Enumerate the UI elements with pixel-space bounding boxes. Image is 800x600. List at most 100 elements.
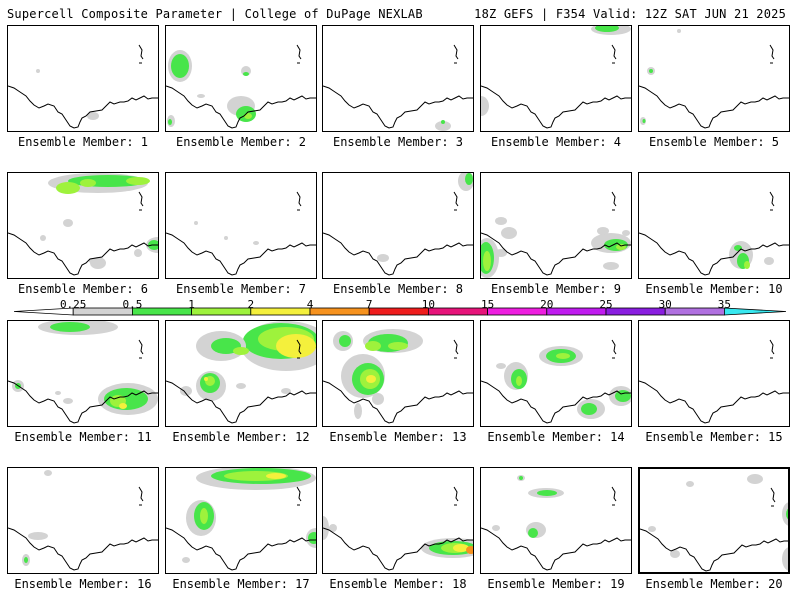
scp-contour-fill [224, 236, 228, 240]
scp-contour-fill [495, 217, 507, 225]
scp-contour-fill [528, 528, 538, 538]
scp-contour-fill [44, 470, 52, 476]
colorbar-tick-label: 0.5 [122, 298, 143, 311]
scp-contour-fill [435, 121, 451, 131]
scp-map-plot [639, 339, 789, 424]
scp-contour-fill [200, 508, 208, 524]
scp-map-plot [8, 321, 158, 424]
scp-contour-fill [168, 119, 172, 125]
ensemble-member-label: Ensemble Member: 15 [645, 430, 783, 444]
scp-contour-fill [308, 532, 316, 544]
scp-contour-fill [764, 257, 774, 265]
scp-contour-fill [204, 377, 208, 381]
colorbar-segment [546, 307, 607, 316]
coastline [166, 527, 316, 571]
scp-map-plot [481, 191, 631, 278]
ensemble-member-label: Ensemble Member: 7 [175, 282, 307, 296]
lake-outline [138, 44, 144, 60]
scp-map-plot [8, 44, 158, 129]
lake-outline [296, 44, 302, 60]
scp-contour-fill [134, 249, 142, 257]
scp-contour-fill [786, 508, 788, 520]
coastline [166, 85, 316, 129]
scp-contour-fill [366, 375, 376, 383]
ensemble-member-map [480, 25, 632, 132]
scp-contour-fill [537, 490, 557, 496]
scp-map-plot [640, 474, 788, 572]
scp-contour-fill [194, 221, 198, 225]
ensemble-member-label: Ensemble Member: 8 [332, 282, 464, 296]
scp-contour-fill [56, 182, 80, 194]
lake-outline [453, 339, 459, 355]
scp-contour-fill [276, 334, 316, 358]
map-title: Supercell Composite Parameter | College … [7, 7, 423, 21]
ensemble-member-map [480, 467, 632, 574]
scp-contour-fill [372, 393, 384, 405]
scp-map-plot [166, 468, 316, 571]
ensemble-member-label: Ensemble Member: 16 [14, 577, 152, 591]
ensemble-member-map [322, 467, 474, 574]
colorbar-segment [309, 307, 370, 316]
coastline [640, 528, 788, 572]
scp-contour-fill [80, 179, 96, 187]
ensemble-member-map [638, 467, 790, 574]
coastline [323, 232, 473, 276]
lake-outline [453, 486, 459, 502]
scp-contour-fill [782, 502, 788, 526]
coastline [481, 380, 631, 424]
scp-map-plot [8, 470, 158, 571]
ensemble-member-label: Ensemble Member: 10 [645, 282, 783, 296]
ensemble-member-label: Ensemble Member: 2 [175, 135, 307, 149]
scp-contour-fill [339, 335, 351, 347]
scp-contour-fill [622, 230, 630, 236]
coastline [639, 380, 789, 424]
scp-map-plot [481, 26, 631, 129]
scp-map-plot [323, 173, 473, 276]
coastline [481, 232, 631, 276]
colorbar-tick-label: 35 [717, 298, 732, 311]
scp-contour-fill [253, 241, 259, 245]
colorbar-segment [487, 307, 548, 316]
ensemble-member-map [165, 320, 317, 427]
scp-contour-fill [244, 113, 252, 119]
lake-outline [611, 339, 617, 355]
colorbar-segment [427, 307, 488, 316]
scp-map-plot [323, 44, 473, 131]
scp-contour-fill [119, 403, 127, 409]
scp-contour-fill [236, 383, 246, 389]
scp-map-plot [323, 486, 473, 571]
scp-contour-fill [516, 376, 522, 386]
ensemble-member-map [165, 467, 317, 574]
ensemble-member-map [165, 172, 317, 279]
scp-contour-fill [197, 94, 205, 98]
coastline [481, 527, 631, 571]
coastline [8, 527, 158, 571]
lake-outline [769, 44, 775, 60]
colorbar-tick-label: 4 [306, 298, 314, 311]
colorbar-tick-label: 15 [480, 298, 495, 311]
scp-contour-fill [126, 177, 150, 185]
coastline [8, 85, 158, 129]
scp-contour-fill [243, 72, 249, 76]
scp-contour-fill [483, 251, 491, 271]
scp-contour-fill [734, 245, 742, 251]
valid-time-title: 18Z GEFS | F354 Valid: 12Z SAT JUN 21 20… [474, 7, 786, 21]
scp-contour-fill [354, 403, 362, 419]
ensemble-member-map [7, 467, 159, 574]
ensemble-member-label: Ensemble Member: 18 [329, 577, 467, 591]
scp-map-plot [323, 329, 473, 424]
ensemble-member-map [638, 320, 790, 427]
colorbar-tick-label: 7 [365, 298, 373, 311]
scp-contour-fill [40, 235, 46, 241]
ensemble-member-map [7, 320, 159, 427]
scp-contour-fill [782, 547, 788, 571]
scp-map-plot [481, 475, 631, 571]
scp-map-plot [166, 191, 316, 276]
colorbar-segment [605, 307, 666, 316]
lake-outline [296, 486, 302, 502]
scp-contour-fill [496, 363, 506, 369]
lake-outline [770, 487, 776, 503]
scp-contour-fill [365, 341, 381, 351]
scp-contour-fill [465, 173, 473, 185]
colorbar-segment [368, 307, 429, 316]
